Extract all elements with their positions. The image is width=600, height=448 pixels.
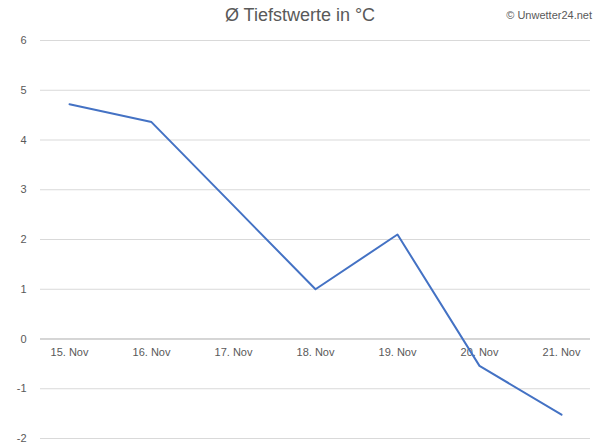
svg-text:4: 4 [20,134,26,146]
svg-text:16. Nov: 16. Nov [133,346,171,358]
svg-text:21. Nov: 21. Nov [543,346,581,358]
svg-text:15. Nov: 15. Nov [51,346,89,358]
svg-text:3: 3 [20,183,26,195]
svg-text:19. Nov: 19. Nov [379,346,417,358]
svg-text:-1: -1 [17,382,27,394]
svg-text:17. Nov: 17. Nov [215,346,253,358]
svg-text:6: 6 [20,34,26,46]
svg-text:-2: -2 [17,432,27,444]
svg-text:0: 0 [20,333,26,345]
svg-text:5: 5 [20,84,26,96]
svg-text:2: 2 [20,233,26,245]
html-text:© Unwetter24.net: © Unwetter24.net [506,9,592,21]
svg-text:1: 1 [20,283,26,295]
svg-text:18. Nov: 18. Nov [297,346,335,358]
svg-text:20. Nov: 20. Nov [461,346,499,358]
html-text:Ø Tiefstwerte in °C: Ø Tiefstwerte in °C [224,5,376,25]
